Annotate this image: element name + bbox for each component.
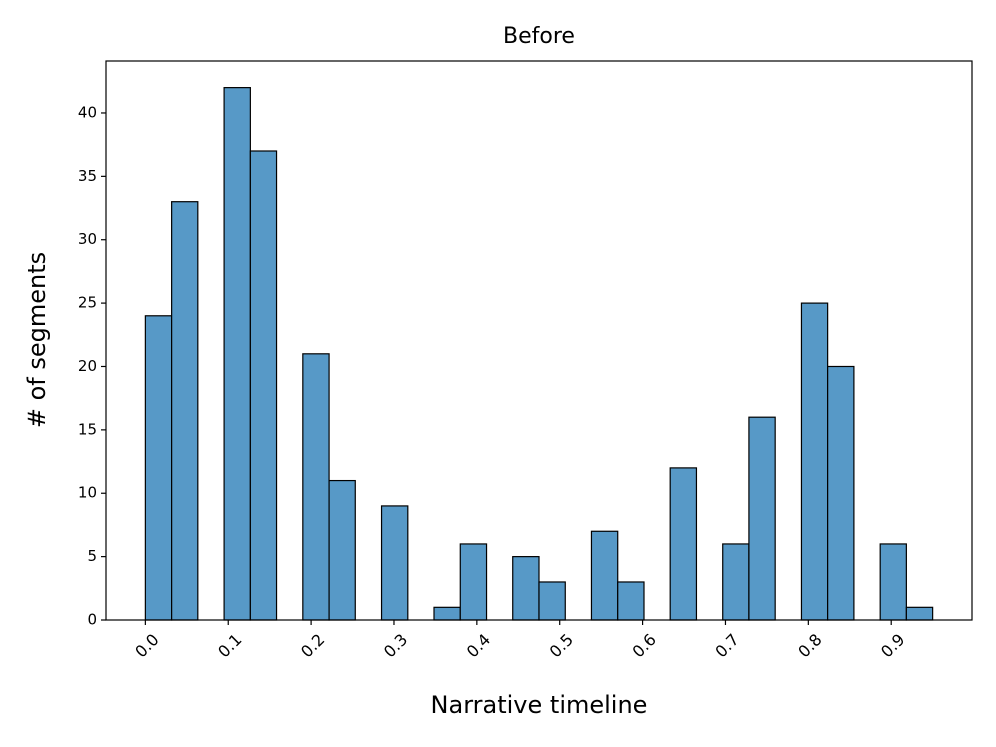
y-axis-label: # of segments <box>23 252 51 428</box>
y-tick-label: 0 <box>87 611 97 629</box>
chart-title: Before <box>503 24 575 49</box>
y-tick-label: 25 <box>78 294 97 312</box>
x-tick-label: 0.4 <box>463 630 494 661</box>
y-tick-label: 35 <box>78 167 97 185</box>
bar <box>590 530 619 621</box>
bar <box>827 365 855 621</box>
x-tick-label: 0.1 <box>214 630 245 661</box>
x-tick-label: 0.2 <box>297 630 328 661</box>
bar <box>512 556 540 621</box>
y-tick-label: 15 <box>78 420 97 438</box>
bar <box>433 606 461 621</box>
bar <box>328 479 356 621</box>
bar <box>748 416 776 621</box>
bar <box>302 353 330 621</box>
bar <box>669 467 698 621</box>
y-tick-label: 40 <box>78 103 97 121</box>
x-axis-label: Narrative timeline <box>431 691 648 719</box>
x-tick-label: 0.6 <box>628 630 659 661</box>
bar <box>380 505 409 621</box>
x-tick-label: 0.5 <box>546 630 577 661</box>
bar <box>538 581 566 621</box>
y-tick-label: 20 <box>78 357 97 375</box>
x-tick-label: 0.9 <box>877 630 908 661</box>
bar <box>722 543 750 621</box>
x-tick-label: 0.3 <box>380 630 411 661</box>
bar <box>171 201 199 621</box>
bar <box>905 606 934 621</box>
bar <box>249 150 278 621</box>
y-tick-label: 30 <box>78 230 97 248</box>
bar <box>459 543 488 621</box>
bar <box>800 302 829 621</box>
plot-frame <box>105 60 973 621</box>
bar <box>223 87 251 621</box>
x-tick-label: 0.7 <box>711 630 742 661</box>
x-tick-label: 0.8 <box>794 630 825 661</box>
x-tick-label: 0.0 <box>131 630 162 661</box>
bar <box>879 543 907 621</box>
y-tick-label: 10 <box>78 484 97 502</box>
y-tick-label: 5 <box>87 547 97 565</box>
bar <box>144 315 173 621</box>
bar <box>617 581 645 621</box>
